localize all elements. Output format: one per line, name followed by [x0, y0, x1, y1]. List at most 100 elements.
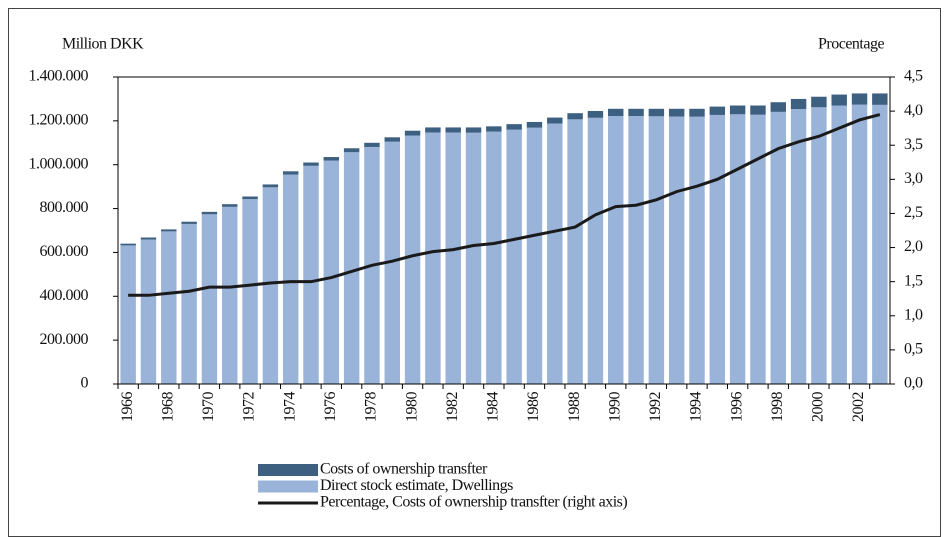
bar [465, 132, 482, 384]
y2-tick-label: 0,0 [904, 375, 923, 392]
bar [404, 130, 421, 136]
y2-tick-label: 2,0 [904, 238, 923, 255]
y2-tick-label: 4,0 [904, 102, 923, 119]
bar [323, 157, 340, 161]
y2-tick-label: 3,0 [904, 170, 923, 187]
bar [323, 160, 340, 384]
bar [506, 129, 522, 384]
bar [547, 123, 563, 384]
bar [282, 171, 299, 175]
x-tick-label: 1986 [525, 392, 542, 423]
x-tick-label: 1992 [647, 392, 664, 423]
bar [425, 127, 441, 133]
bar [465, 127, 482, 133]
bar [831, 105, 847, 384]
y2-tick-label: 3,5 [904, 136, 923, 153]
bar [486, 126, 502, 132]
bar [770, 102, 786, 112]
bar [161, 229, 177, 232]
y2-axis-title: Procentage [818, 36, 884, 53]
x-tick-label: 1996 [728, 392, 745, 423]
bar [709, 106, 726, 115]
x-tick-label: 2000 [810, 392, 827, 423]
bar [790, 109, 807, 384]
bar [648, 108, 665, 117]
bar [242, 196, 258, 200]
bar [750, 114, 766, 385]
y2-tick-label: 1,5 [904, 272, 923, 289]
bar [343, 152, 360, 384]
bar [668, 116, 685, 384]
y-tick-label: 1.000.000 [29, 155, 89, 172]
bar [222, 206, 238, 384]
y2-tick-label: 0,5 [904, 341, 923, 358]
x-tick-label: 1978 [363, 392, 380, 423]
bar [567, 113, 583, 120]
x-tick-label: 1988 [566, 392, 583, 423]
bar [689, 108, 705, 117]
x-tick-label: 2002 [850, 392, 867, 423]
bar [872, 104, 888, 384]
bar [872, 93, 888, 105]
bar [181, 221, 197, 224]
y-tick-label: 1.200.000 [29, 112, 89, 129]
y-tick-label: 1.400.000 [29, 68, 89, 85]
bar [262, 184, 279, 188]
bar [445, 132, 461, 384]
y2-tick-label: 1,0 [904, 306, 923, 323]
bar [201, 211, 218, 215]
x-tick-label: 1970 [200, 392, 217, 423]
x-tick-label: 1998 [769, 392, 786, 423]
bar [140, 237, 157, 240]
x-tick-label: 1968 [159, 392, 176, 423]
x-tick-label: 1982 [444, 392, 461, 423]
y-tick-label: 400.000 [40, 287, 89, 304]
bar [303, 165, 319, 384]
bar [526, 121, 543, 128]
bar [851, 93, 868, 105]
bar [262, 187, 279, 384]
bar [790, 98, 807, 110]
bar [628, 116, 644, 384]
bar [445, 127, 461, 133]
bar [404, 135, 421, 384]
bar [161, 231, 177, 384]
bar [587, 110, 604, 118]
legend-swatch [258, 464, 318, 476]
bar [364, 142, 380, 147]
bar [526, 127, 543, 384]
y-axis-title: Million DKK [62, 36, 144, 53]
x-tick-label: 1972 [241, 392, 258, 423]
bar [506, 124, 522, 130]
bar [120, 243, 136, 246]
bar [222, 204, 238, 207]
bar [608, 108, 624, 117]
bar [587, 117, 604, 384]
legend-label: Direct stock estimate, Dwellings [320, 477, 513, 494]
bar [811, 107, 827, 385]
bar [343, 148, 360, 153]
bar [811, 96, 827, 108]
y-tick-label: 0 [81, 375, 89, 392]
y2-tick-label: 4,5 [904, 68, 923, 85]
bar [140, 239, 157, 384]
bar [709, 114, 726, 384]
bar [770, 111, 786, 385]
y2-tick-label: 2,5 [904, 204, 923, 221]
bar [547, 117, 563, 124]
bar [303, 162, 319, 166]
x-tick-label: 1994 [688, 392, 705, 423]
legend-swatch [258, 480, 318, 493]
bar [242, 199, 258, 384]
bar [201, 214, 218, 384]
bar [831, 94, 847, 106]
line-series [128, 113, 881, 297]
bar [282, 174, 299, 384]
bar [384, 141, 400, 384]
legend-label: Percentage, Costs of ownership transfter… [320, 494, 627, 511]
bar [384, 137, 400, 142]
bar [729, 105, 746, 115]
x-tick-label: 1976 [322, 392, 339, 423]
bar [120, 245, 136, 384]
